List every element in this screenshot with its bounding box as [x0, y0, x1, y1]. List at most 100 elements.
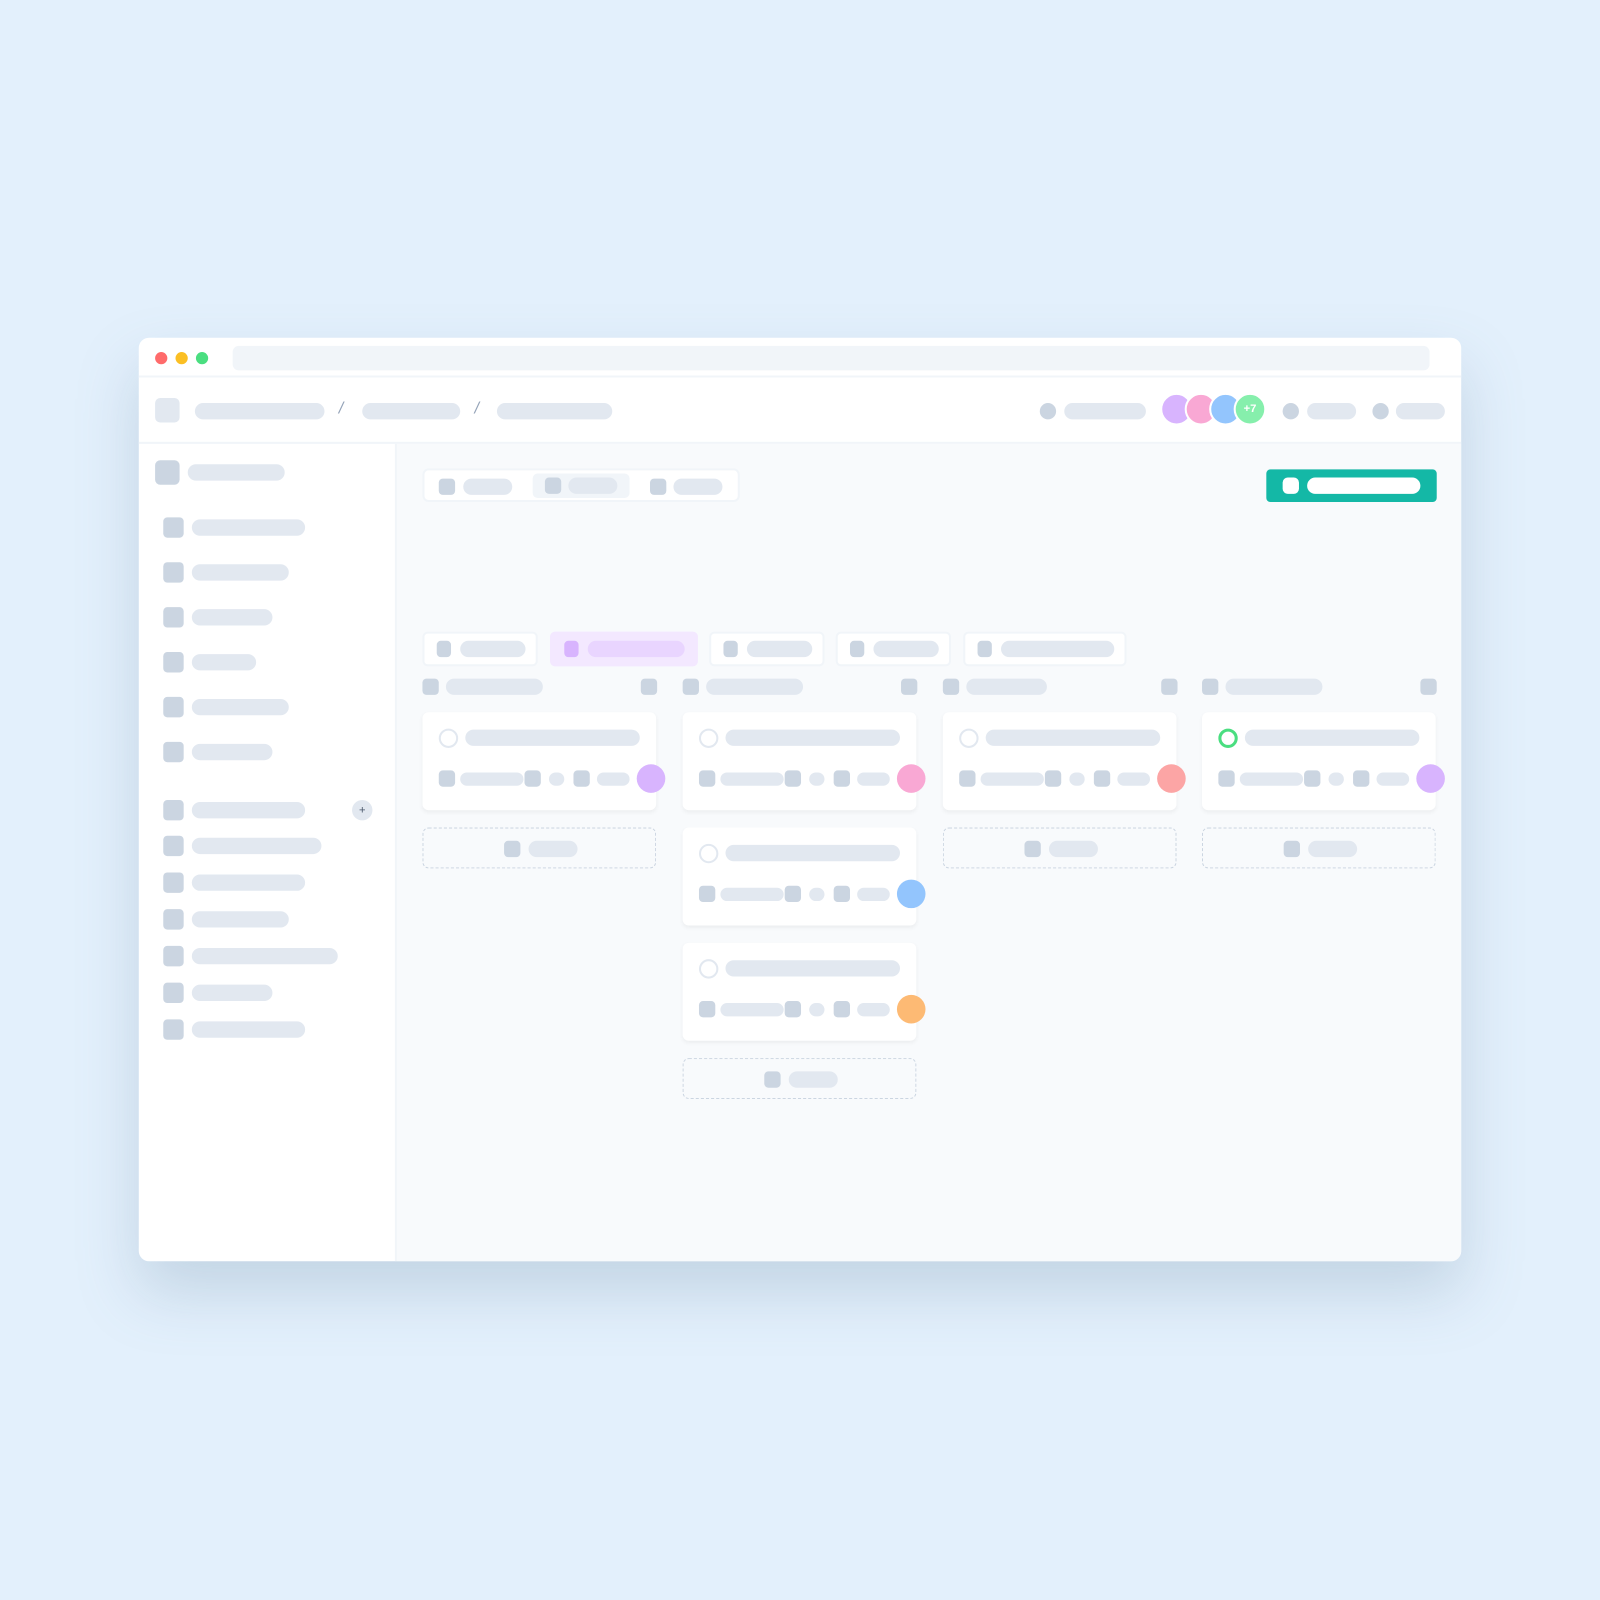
task-title	[725, 844, 900, 862]
column-title	[445, 678, 543, 695]
status-label[interactable]	[1064, 403, 1146, 420]
sidebar-item[interactable]	[155, 646, 381, 679]
assignee-avatar[interactable]	[896, 879, 926, 909]
sidebar-project[interactable]	[155, 938, 381, 975]
add-task-button[interactable]	[942, 827, 1177, 869]
view-tab-timeline[interactable]	[673, 478, 723, 495]
project-label	[191, 837, 322, 855]
comment-icon	[833, 770, 850, 787]
sidebar-item-label	[191, 609, 273, 626]
task-card[interactable]	[942, 712, 1186, 811]
column-status-icon	[942, 678, 960, 695]
settings-button[interactable]	[1395, 403, 1445, 420]
add-task-button[interactable]	[1202, 827, 1436, 869]
breadcrumb-separator: /	[474, 399, 480, 418]
task-checkbox[interactable]	[959, 728, 979, 748]
address-bar[interactable]	[232, 345, 1430, 371]
sidebar-item[interactable]	[155, 736, 381, 769]
tag-icon	[784, 770, 802, 787]
filter-icon	[564, 640, 579, 658]
task-card[interactable]	[682, 712, 926, 811]
sidebar-project[interactable]	[155, 864, 381, 901]
column-menu-icon[interactable]	[901, 678, 918, 695]
due-date	[1239, 772, 1304, 786]
task-title	[1244, 729, 1420, 746]
breadcrumb-item[interactable]	[194, 403, 325, 420]
sidebar-project[interactable]	[155, 828, 381, 865]
add-project-button[interactable]: +	[352, 799, 373, 821]
close-window-button[interactable]	[155, 352, 168, 365]
task-checkbox[interactable]	[698, 728, 719, 748]
filter-icon	[849, 640, 865, 658]
task-checkbox[interactable]	[698, 843, 719, 864]
comment-icon	[573, 770, 590, 787]
workspace-name[interactable]	[187, 464, 285, 481]
column-menu-icon[interactable]	[1161, 678, 1178, 695]
app-logo-icon[interactable]	[155, 397, 180, 423]
sidebar-item-icon	[163, 741, 184, 763]
breadcrumb-item-current[interactable]	[496, 403, 613, 420]
add-task-label	[528, 840, 578, 858]
view-tab-board[interactable]	[463, 478, 513, 495]
view-switcher	[422, 468, 740, 503]
filter-chip-active[interactable]	[549, 631, 698, 667]
share-button[interactable]	[1307, 403, 1357, 420]
add-task-button[interactable]	[422, 827, 657, 869]
project-icon	[163, 1019, 184, 1040]
assignee-avatar[interactable]	[1157, 764, 1186, 793]
sidebar-project[interactable]	[155, 901, 381, 938]
add-task-button[interactable]	[682, 1058, 917, 1099]
filter-chip[interactable]	[963, 631, 1127, 667]
filter-chip[interactable]	[422, 631, 538, 667]
breadcrumb-item[interactable]	[362, 403, 461, 420]
tag-label	[809, 1003, 825, 1017]
sidebar-item[interactable]	[155, 691, 381, 724]
project-icon	[163, 872, 184, 893]
sidebar-item-label	[191, 743, 273, 761]
assignee-avatar[interactable]	[1416, 764, 1445, 793]
task-card[interactable]	[682, 942, 926, 1041]
new-task-button[interactable]	[1266, 469, 1437, 503]
assignee-avatar[interactable]	[636, 764, 666, 793]
filter-chip[interactable]	[835, 631, 952, 667]
task-checkbox[interactable]	[1218, 728, 1238, 748]
task-checkbox[interactable]	[438, 728, 459, 748]
workspace-icon	[155, 460, 180, 485]
sidebar-project[interactable]	[155, 1011, 381, 1048]
tag-icon	[784, 885, 802, 903]
task-card[interactable]	[422, 712, 666, 811]
filter-chip[interactable]	[709, 631, 825, 667]
task-card[interactable]	[682, 827, 926, 926]
timeline-view-icon[interactable]	[649, 478, 667, 495]
task-checkbox[interactable]	[698, 959, 719, 979]
sidebar-item[interactable]	[155, 556, 381, 589]
view-tab-list-active[interactable]	[532, 473, 630, 498]
minimize-window-button[interactable]	[175, 352, 188, 365]
sidebar-item[interactable]	[155, 601, 381, 634]
app-window: / / +7 +	[138, 337, 1462, 1262]
assignee-avatar[interactable]	[896, 764, 926, 793]
sidebar: +	[139, 443, 397, 1262]
filter-label	[460, 640, 526, 658]
task-card[interactable]	[1202, 712, 1445, 811]
sidebar-item[interactable]	[155, 511, 381, 544]
task-title	[725, 960, 900, 977]
assignee-avatar[interactable]	[896, 994, 926, 1024]
sidebar-item-label	[191, 698, 289, 716]
project-icon	[163, 835, 184, 857]
maximize-window-button[interactable]	[195, 352, 209, 365]
section-icon	[163, 799, 184, 821]
tag-label	[809, 887, 825, 902]
tag-label	[809, 772, 825, 786]
avatar-overflow-count[interactable]: +7	[1233, 392, 1267, 426]
column-menu-icon[interactable]	[640, 678, 658, 695]
board-column	[682, 678, 926, 1250]
column-menu-icon[interactable]	[1420, 678, 1437, 695]
board-view-icon[interactable]	[438, 478, 456, 495]
column-status-icon	[682, 678, 699, 695]
tag-icon	[524, 770, 541, 787]
filter-label	[873, 640, 939, 658]
top-header: / / +7	[138, 378, 1462, 444]
sidebar-project[interactable]	[155, 974, 381, 1011]
share-icon	[1282, 403, 1299, 420]
